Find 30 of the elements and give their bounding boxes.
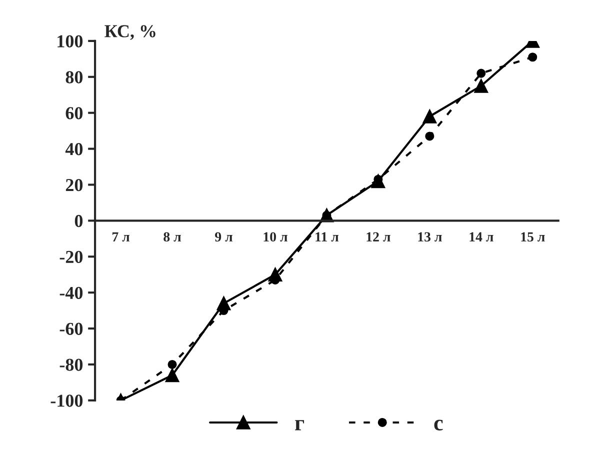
point xyxy=(422,109,437,124)
point xyxy=(165,368,180,382)
y-tick-label: 60 xyxy=(66,107,83,120)
point xyxy=(528,52,538,62)
x-tick-label: 9 л xyxy=(215,232,232,242)
y-tick-label: 40 xyxy=(65,143,83,156)
x-tick-label: 8 л xyxy=(164,232,181,242)
y-tick-label: 80 xyxy=(66,71,83,84)
y-tick-label: 100 xyxy=(58,35,83,48)
x-tick-label: 11 л xyxy=(316,232,339,242)
y-tick-label: -100 xyxy=(50,394,83,407)
point xyxy=(474,78,488,93)
y-tick-label: -80 xyxy=(60,358,83,371)
legend-label: г xyxy=(295,420,304,430)
x-tick-label: 12 л xyxy=(366,232,390,242)
point xyxy=(168,360,177,369)
y-tick-label: -40 xyxy=(60,286,83,300)
point xyxy=(476,68,486,78)
x-tick-label: 15 л xyxy=(521,232,545,242)
y-tick-label: -20 xyxy=(60,250,83,264)
y-axis-title: КС, % xyxy=(104,25,156,40)
x-tick-label: 13 л xyxy=(418,232,442,242)
x-tick-label: 10 л xyxy=(264,232,288,242)
x-tick-label: 7 л xyxy=(112,232,130,242)
y-tick-label: 20 xyxy=(66,178,83,192)
y-tick-label: -60 xyxy=(60,322,83,335)
y-tick-label: 0 xyxy=(74,214,83,228)
x-tick-label: 14 л xyxy=(470,232,494,242)
legend-label: с xyxy=(434,420,443,430)
point xyxy=(425,132,434,141)
